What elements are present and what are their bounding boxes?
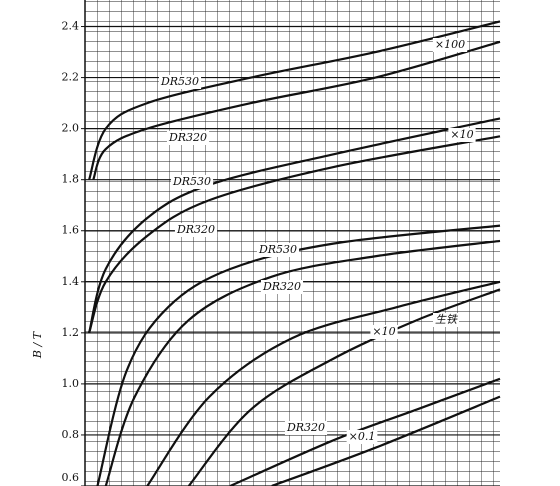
label-bg — [432, 38, 468, 52]
curve — [96, 224, 501, 486]
y-tick-label: 0.8 — [62, 428, 80, 441]
curve-label: DR320 — [286, 421, 325, 434]
label-bg — [256, 243, 300, 257]
label-bg — [158, 75, 202, 89]
curve-label: DR320 — [262, 280, 301, 293]
curve-label: ×10 — [450, 128, 473, 141]
label-bg — [448, 128, 476, 142]
y-tick-label: 1.0 — [62, 377, 80, 390]
curve-label: ×10 — [372, 325, 395, 338]
y-tick-label: 1.4 — [62, 275, 80, 288]
curve — [187, 288, 501, 486]
y-tick-label: 0.6 — [62, 471, 80, 484]
curve-label: ×0.1 — [349, 430, 376, 443]
curve — [229, 377, 501, 486]
curve-label: DR320 — [176, 223, 215, 236]
curve — [88, 135, 501, 334]
curve-label: 生铁 — [435, 313, 459, 326]
label-bg — [284, 421, 328, 435]
label-bg — [346, 430, 378, 444]
y-tick-label: 2.0 — [62, 122, 80, 135]
label-bg — [174, 223, 218, 237]
curve-label: DR530 — [160, 75, 199, 88]
curve-label: DR530 — [258, 243, 297, 256]
curve — [88, 20, 501, 181]
y-tick-label: 1.2 — [62, 326, 80, 339]
curve-label: DR530 — [172, 175, 211, 188]
label-bg — [433, 313, 459, 327]
y-tick-label: 1.8 — [62, 173, 80, 186]
y-tick-label: 1.6 — [62, 224, 80, 237]
label-bg — [370, 325, 398, 339]
label-bg — [166, 131, 210, 145]
label-bg — [170, 175, 214, 189]
curve — [146, 280, 501, 486]
y-tick-label: 2.2 — [62, 71, 80, 84]
curve — [104, 239, 501, 486]
curve — [92, 40, 501, 181]
curve-label: DR320 — [168, 131, 207, 144]
curve-label: ×100 — [435, 38, 465, 51]
curve — [271, 395, 501, 486]
label-bg — [260, 280, 304, 294]
y-axis-label: B / T — [31, 330, 44, 359]
y-tick-label: 2.4 — [62, 20, 80, 33]
